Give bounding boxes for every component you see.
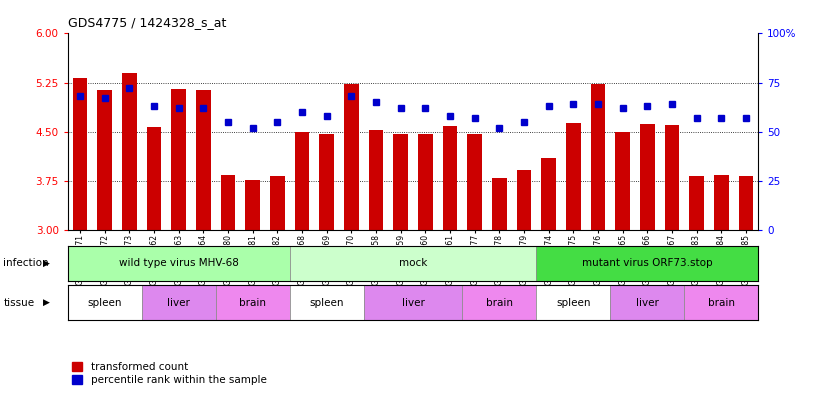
Bar — [536, 246, 758, 281]
Bar — [640, 124, 655, 230]
Bar — [320, 134, 334, 230]
Text: brain: brain — [240, 298, 266, 308]
Text: mock: mock — [399, 258, 427, 268]
Bar — [196, 90, 211, 230]
Bar — [245, 180, 260, 230]
Text: liver: liver — [636, 298, 658, 308]
Legend: transformed count, percentile rank within the sample: transformed count, percentile rank withi… — [68, 358, 271, 389]
Bar — [536, 285, 610, 320]
Bar — [142, 285, 216, 320]
Text: infection: infection — [3, 258, 49, 268]
Bar — [68, 285, 142, 320]
Bar — [591, 84, 605, 230]
Bar — [714, 175, 729, 230]
Bar — [171, 89, 186, 230]
Bar — [368, 130, 383, 230]
Text: GDS4775 / 1424328_s_at: GDS4775 / 1424328_s_at — [68, 16, 226, 29]
Text: spleen: spleen — [310, 298, 344, 308]
Bar — [468, 134, 482, 230]
Text: ▶: ▶ — [43, 259, 50, 268]
Text: mutant virus ORF73.stop: mutant virus ORF73.stop — [582, 258, 713, 268]
Bar — [566, 123, 581, 230]
Bar — [97, 90, 112, 230]
Text: liver: liver — [168, 298, 190, 308]
Bar — [463, 285, 536, 320]
Bar — [443, 127, 458, 230]
Bar — [665, 125, 679, 230]
Bar — [684, 285, 758, 320]
Bar — [393, 134, 408, 230]
Bar — [516, 170, 531, 230]
Bar — [615, 132, 630, 230]
Text: wild type virus MHV-68: wild type virus MHV-68 — [119, 258, 239, 268]
Bar — [216, 285, 290, 320]
Bar — [122, 73, 137, 230]
Bar — [363, 285, 463, 320]
Bar — [492, 178, 506, 230]
Text: ▶: ▶ — [43, 298, 50, 307]
Text: brain: brain — [708, 298, 735, 308]
Bar — [418, 134, 433, 230]
Bar — [344, 84, 358, 230]
Text: tissue: tissue — [3, 298, 35, 308]
Bar — [270, 176, 285, 230]
Text: spleen: spleen — [556, 298, 591, 308]
Bar — [541, 158, 556, 230]
Bar — [290, 285, 363, 320]
Bar — [290, 246, 536, 281]
Text: liver: liver — [401, 298, 425, 308]
Bar — [68, 246, 290, 281]
Bar — [738, 176, 753, 230]
Bar — [610, 285, 684, 320]
Bar — [689, 176, 704, 230]
Bar — [221, 175, 235, 230]
Bar — [295, 132, 310, 230]
Bar — [147, 127, 161, 230]
Bar — [73, 78, 88, 230]
Text: brain: brain — [486, 298, 513, 308]
Text: spleen: spleen — [88, 298, 122, 308]
